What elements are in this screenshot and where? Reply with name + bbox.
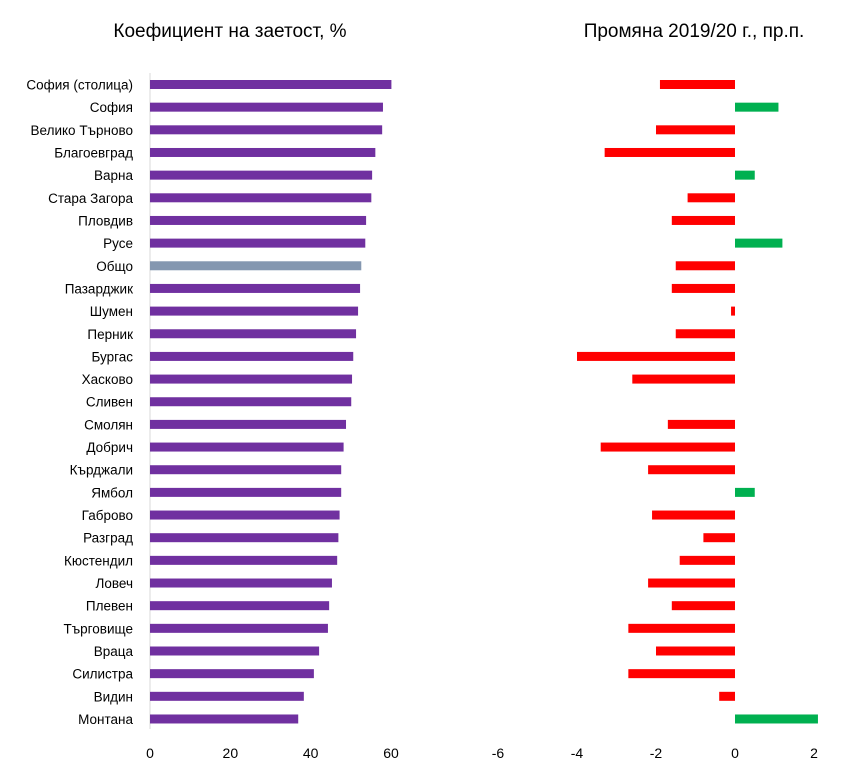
category-label: Пловдив — [78, 213, 133, 228]
category-label: Пазарджик — [65, 281, 133, 296]
change-bar — [671, 601, 735, 611]
change-bar — [687, 193, 735, 203]
employment-rate-bar — [150, 170, 373, 180]
category-label: Габрово — [82, 508, 133, 523]
employment-rate-bar — [150, 102, 383, 112]
right-x-tick-label: -2 — [650, 745, 663, 761]
category-label: Шумен — [90, 304, 133, 319]
category-label: Добрич — [86, 440, 133, 455]
employment-rate-bar — [150, 351, 354, 361]
category-label: Благоевград — [54, 145, 133, 160]
left-x-tick-label: 40 — [303, 745, 319, 761]
category-label: Кюстендил — [64, 553, 133, 568]
employment-rate-bar — [150, 261, 362, 271]
employment-rate-bar — [150, 306, 359, 316]
change-bar — [703, 533, 735, 543]
change-bar — [735, 102, 779, 112]
category-label: Враца — [94, 644, 134, 659]
category-label: Перник — [87, 327, 133, 342]
category-label: София (столица) — [26, 78, 133, 93]
category-label: Видин — [94, 689, 133, 704]
category-label: Хасково — [82, 372, 133, 387]
category-label: Велико Търново — [31, 123, 133, 138]
category-label: Силистра — [72, 667, 133, 682]
change-bar — [577, 351, 735, 361]
category-label: София — [90, 100, 133, 115]
right-x-tick-label: 0 — [731, 745, 739, 761]
employment-rate-bar — [150, 487, 342, 497]
change-bar — [735, 487, 755, 497]
employment-rate-bar — [150, 397, 352, 407]
category-label: Русе — [103, 236, 133, 251]
employment-rate-bar — [150, 442, 344, 452]
change-bar — [628, 623, 735, 633]
change-bar — [735, 170, 755, 180]
change-bar — [719, 691, 735, 701]
left-x-tick-label: 0 — [146, 745, 154, 761]
employment-rate-bar — [150, 283, 361, 293]
change-bar — [671, 215, 735, 225]
employment-rate-bar — [150, 238, 366, 248]
category-label: Бургас — [91, 349, 133, 364]
employment-rate-bar — [150, 691, 304, 701]
employment-rate-bar — [150, 329, 357, 339]
employment-rate-bar — [150, 125, 383, 135]
employment-rate-bar — [150, 147, 376, 157]
employment-rate-bar — [150, 714, 299, 724]
left-x-tick-label: 60 — [383, 745, 399, 761]
employment-rate-bar — [150, 601, 330, 611]
employment-rate-bar — [150, 555, 338, 565]
employment-rate-bar — [150, 215, 367, 225]
change-bar — [656, 646, 735, 656]
category-label: Сливен — [86, 395, 133, 410]
category-label: Ловеч — [96, 576, 133, 591]
employment-rate-bar — [150, 80, 392, 89]
change-bar — [675, 261, 735, 271]
change-bar — [679, 555, 735, 565]
change-bar — [735, 714, 818, 724]
change-bar — [735, 238, 783, 248]
category-label: Общо — [96, 259, 133, 274]
employment-rate-bar — [150, 669, 314, 679]
category-label: Монтана — [78, 712, 133, 727]
change-bar — [628, 669, 735, 679]
employment-rate-bar — [150, 623, 328, 633]
change-bar — [648, 465, 735, 475]
change-bar — [656, 125, 735, 135]
right-x-tick-label: -6 — [492, 745, 505, 761]
employment-rate-bar — [150, 374, 353, 384]
category-label: Стара Загора — [48, 191, 133, 206]
change-bar — [648, 578, 735, 588]
employment-rate-bar — [150, 646, 320, 656]
category-label: Търговище — [63, 621, 133, 636]
right-x-tick-label: 2 — [810, 745, 818, 761]
change-bar — [652, 510, 735, 520]
right-chart-title: Промяна 2019/20 г., пр.п. — [584, 21, 805, 42]
change-bar — [632, 374, 735, 384]
change-bar — [675, 329, 735, 339]
category-label: Кърджали — [70, 463, 133, 478]
category-label: Разград — [83, 531, 133, 546]
change-bar — [600, 442, 735, 452]
employment-rate-bar — [150, 510, 340, 520]
category-label: Варна — [94, 168, 133, 183]
category-label: Плевен — [86, 599, 133, 614]
left-chart-title: Коефициент на заетост, % — [113, 21, 346, 42]
left-x-tick-label: 20 — [223, 745, 239, 761]
employment-rate-bar — [150, 419, 347, 429]
category-label: Смолян — [84, 417, 133, 432]
employment-rate-bar — [150, 193, 372, 203]
employment-rate-bar — [150, 533, 339, 543]
right-x-tick-label: -4 — [571, 745, 584, 761]
category-label: Ямбол — [91, 485, 133, 500]
change-bar — [604, 147, 735, 157]
employment-rate-bar — [150, 465, 342, 475]
employment-rate-bar — [150, 578, 332, 588]
change-bar — [659, 80, 735, 89]
change-bar — [671, 283, 735, 293]
change-bar — [667, 419, 735, 429]
change-bar — [731, 306, 735, 316]
